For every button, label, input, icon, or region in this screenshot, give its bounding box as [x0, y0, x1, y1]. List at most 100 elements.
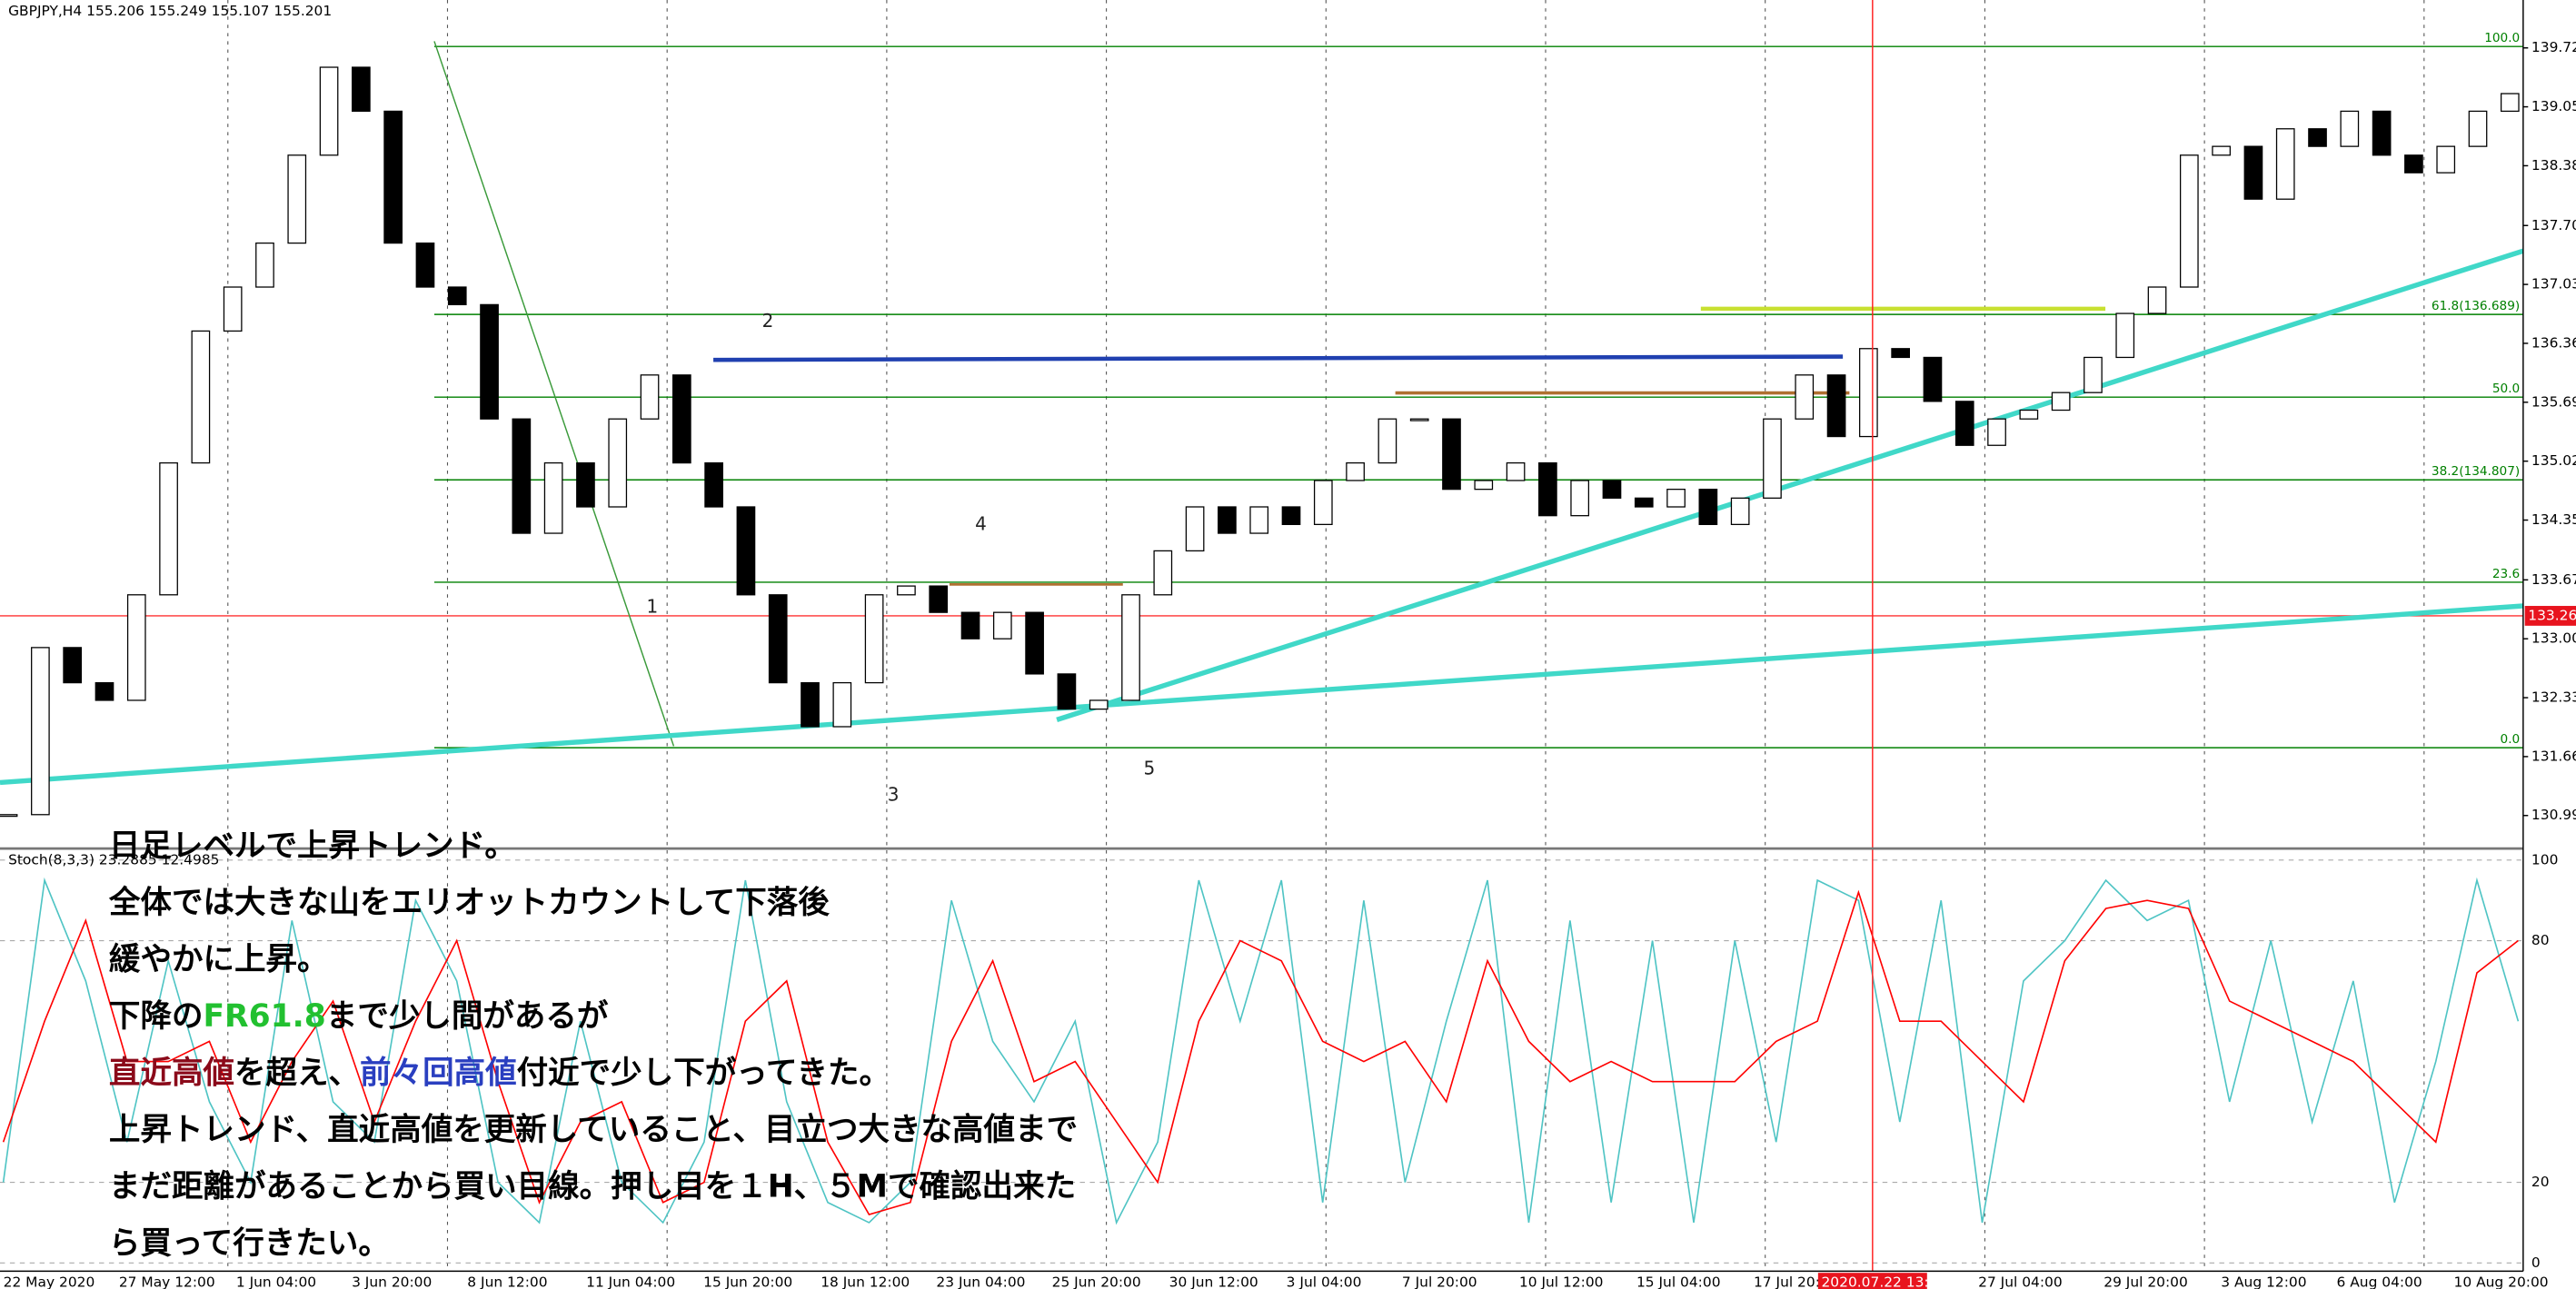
- y-tick-label: 135.690: [2531, 393, 2576, 410]
- candle: [1313, 480, 1333, 525]
- candle: [159, 461, 178, 596]
- candle: [801, 681, 820, 728]
- candle: [768, 594, 788, 684]
- candle: [1538, 461, 1557, 517]
- x-tick-label: 10 Jul 12:00: [1519, 1274, 1604, 1289]
- candle: [1474, 480, 1494, 491]
- y-tick-label: 137.030: [2531, 276, 2576, 293]
- note-line: 直近高値を超え、前々回高値付近で少し下がってきた。: [109, 1055, 890, 1091]
- y-tick-label: 133.000: [2531, 630, 2576, 647]
- x-tick-label: 3 Aug 12:00: [2221, 1274, 2306, 1289]
- candle: [1730, 497, 1750, 525]
- candle: [1153, 550, 1173, 596]
- cursor-time-box: [1817, 1273, 1927, 1289]
- current-price-label: 133.261: [2528, 607, 2576, 623]
- cursor-time-label: 2020.07.22 13:05: [1821, 1274, 1946, 1289]
- candle: [1570, 480, 1590, 517]
- candle: [1281, 506, 1301, 525]
- candle: [415, 242, 435, 288]
- y-tick-label: 0: [2531, 1254, 2541, 1271]
- candle: [704, 461, 723, 508]
- y-tick-label: 80: [2531, 932, 2550, 948]
- candle: [1378, 418, 1397, 464]
- x-tick-label: 18 Jun 12:00: [821, 1274, 910, 1289]
- note-segment: 日足レベルで上昇トレンド。: [109, 828, 516, 864]
- candle: [640, 374, 660, 420]
- y-tick-label: 134.350: [2531, 511, 2576, 528]
- candle: [512, 418, 532, 534]
- x-tick-label: 29 Jul 20:00: [2104, 1274, 2188, 1289]
- candles: [0, 66, 2520, 818]
- x-tick-label: 17 Jul 20:00: [1754, 1274, 1838, 1289]
- x-tick-label: 27 Jul 04:00: [1978, 1274, 2063, 1289]
- candle: [1506, 461, 1526, 481]
- note-segment: 直近高値: [109, 1055, 234, 1091]
- y-tick-label: 137.700: [2531, 217, 2576, 233]
- candle: [897, 585, 916, 596]
- candle: [2212, 145, 2231, 156]
- candle: [255, 242, 274, 288]
- wave-label: 4: [975, 512, 987, 534]
- x-tick-label: 6 Aug 04:00: [2336, 1274, 2422, 1289]
- candle: [1954, 401, 1974, 446]
- fib-label: 23.6: [2492, 567, 2520, 581]
- note-segment: まで少し間があるが: [326, 997, 609, 1034]
- candle: [1666, 489, 1686, 508]
- candle: [1763, 418, 1782, 499]
- y-tick-label: 100: [2531, 851, 2558, 868]
- candle: [1442, 418, 1461, 491]
- y-tick-label: 135.020: [2531, 452, 2576, 469]
- note-segment: 前々回高値: [360, 1055, 517, 1091]
- indicator-header: Stoch(8,3,3) 23.2885 12.4985: [8, 851, 219, 868]
- x-tick-label: 7 Jul 20:00: [1402, 1274, 1477, 1289]
- candle: [1025, 611, 1044, 675]
- candle: [2372, 110, 2392, 156]
- candle: [1409, 418, 1429, 421]
- candle: [2500, 93, 2520, 113]
- x-tick-label: 10 Aug 20:00: [2454, 1274, 2549, 1289]
- note-segment: 付近で少し下がってきた。: [517, 1055, 890, 1091]
- stoch-signal-line: [2, 889, 2519, 1216]
- x-tick-label: 30 Jun 12:00: [1169, 1274, 1258, 1289]
- note-segment: を超え、: [234, 1055, 360, 1091]
- x-tick-label: 22 May 2020: [4, 1274, 95, 1289]
- note-line: 下降のFR61.8まで少し間があるが: [109, 997, 609, 1034]
- wave-label: 5: [1143, 757, 1155, 778]
- trend-line: [1056, 248, 2524, 722]
- candle: [480, 303, 499, 420]
- candle: [2468, 110, 2488, 147]
- y-tick-label: 131.660: [2531, 748, 2576, 764]
- candle: [1795, 374, 1815, 420]
- fib-label: 100.0: [2484, 31, 2520, 45]
- candle: [2340, 110, 2360, 147]
- candle: [2084, 356, 2103, 393]
- x-tick-label: 1 Jun 04:00: [236, 1274, 316, 1289]
- note-segment: 上昇トレンド、直近高値を更新していること、目立つ大きな高値まで: [109, 1111, 1078, 1147]
- note-segment: 緩やかに上昇。: [109, 941, 329, 977]
- candle: [929, 585, 949, 613]
- candle: [1987, 418, 2006, 446]
- candle: [1089, 699, 1109, 710]
- y-tick-label: 20: [2531, 1174, 2550, 1190]
- note-segment: まだ距離があることから買い目線。押し目を１H、５Mで確認出来た: [109, 1168, 1076, 1205]
- y-tick-label: 139.720: [2531, 39, 2576, 55]
- candle: [126, 594, 146, 701]
- note-line: 日足レベルで上昇トレンド。: [109, 828, 516, 864]
- note-line: 上昇トレンド、直近高値を更新していること、目立つ大きな高値まで: [109, 1111, 1078, 1147]
- x-tick-label: 3 Jun 20:00: [352, 1274, 432, 1289]
- wave-label: 2: [762, 310, 774, 332]
- candle: [383, 110, 403, 244]
- note-segment: 下降の: [109, 997, 204, 1034]
- candle: [63, 647, 83, 684]
- candle: [319, 66, 339, 156]
- resistance-line: [713, 354, 1844, 362]
- stochastic-panel: 0 20 80 100: [0, 851, 2558, 1271]
- note-line: 全体では大きな山をエリオットカウントして下落後: [108, 884, 830, 920]
- candle: [223, 286, 243, 332]
- note-segment: ら買って行きたい。: [109, 1225, 390, 1261]
- candle: [1249, 506, 1269, 534]
- x-tick-label: 8 Jun 12:00: [467, 1274, 547, 1289]
- candle: [2019, 409, 2039, 420]
- candle: [1185, 506, 1205, 552]
